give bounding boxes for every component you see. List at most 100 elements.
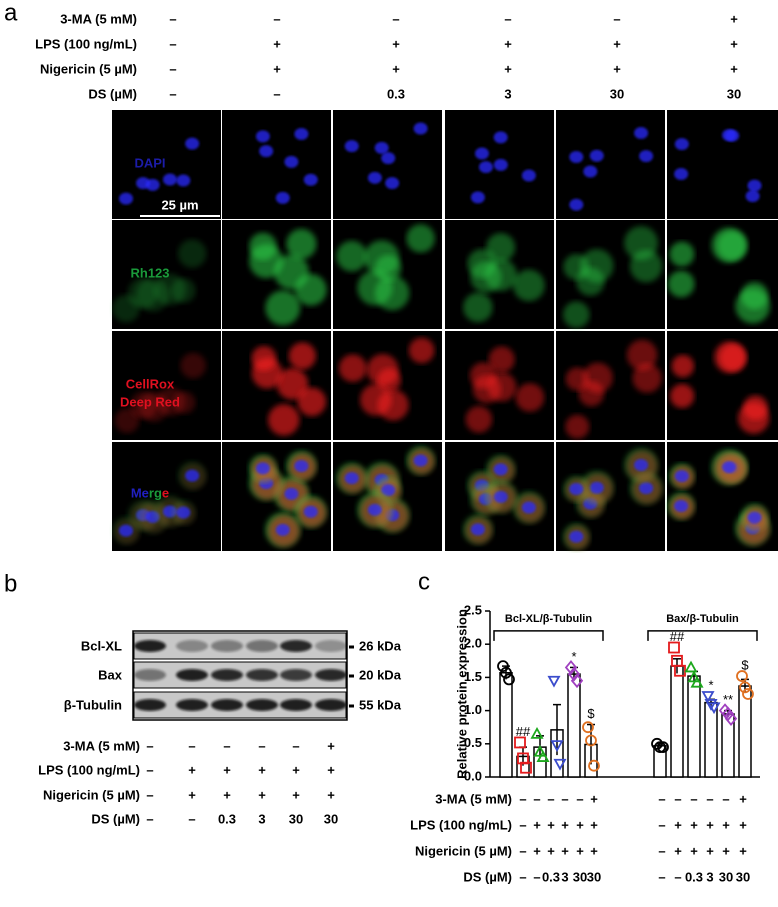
condition-value: +	[590, 791, 598, 806]
band	[315, 699, 347, 711]
channel-label: Deep Red	[120, 394, 180, 409]
micrograph	[222, 110, 331, 219]
nucleus	[634, 126, 649, 139]
condition-value: +	[392, 36, 400, 51]
cell	[711, 227, 747, 263]
nucleus	[162, 173, 177, 186]
data-point	[550, 740, 564, 752]
channel-label: CellRox	[126, 376, 175, 391]
nucleus	[639, 482, 654, 495]
cell	[565, 367, 589, 391]
cell	[268, 404, 300, 436]
condition-label: 3-MA (5 mM)	[435, 791, 512, 806]
condition-value: –	[188, 738, 195, 753]
micrograph	[222, 442, 331, 551]
condition-value: +	[273, 61, 281, 76]
nucleus	[569, 530, 584, 543]
cell	[297, 387, 327, 417]
nucleus	[185, 469, 200, 482]
band	[134, 640, 166, 652]
condition-value: +	[706, 817, 714, 832]
cell	[288, 342, 316, 370]
condition-value: –	[169, 61, 176, 76]
band	[315, 640, 347, 652]
cell	[488, 346, 515, 373]
condition-value: 0.3	[387, 86, 405, 101]
protein-label: Bcl-XL	[81, 638, 122, 653]
cell	[484, 258, 517, 292]
condition-value: –	[169, 11, 176, 26]
data-point	[657, 741, 669, 754]
group-label: Bcl-XL/β-Tubulin	[505, 613, 592, 625]
data-point	[582, 721, 594, 734]
cell	[408, 337, 435, 364]
micrograph	[445, 220, 554, 329]
significance: ##	[670, 629, 685, 644]
condition-value: –	[613, 11, 620, 26]
cell	[670, 383, 695, 409]
nucleus	[119, 524, 134, 537]
nucleus	[367, 171, 382, 184]
data-point	[500, 666, 512, 679]
nucleus	[294, 459, 309, 472]
cell	[180, 352, 206, 379]
micrograph	[333, 110, 442, 219]
condition-value: 30	[587, 869, 601, 884]
significance: *	[708, 677, 713, 692]
channel-label: Rh123	[130, 265, 169, 280]
micrograph	[333, 331, 442, 440]
condition-value: –	[188, 811, 195, 826]
nucleus	[634, 458, 649, 471]
micrograph	[112, 110, 221, 219]
condition-value: –	[674, 869, 681, 884]
group-bracket	[647, 630, 758, 641]
data-point	[684, 660, 698, 673]
data-point	[567, 666, 581, 682]
condition-value: –	[533, 791, 540, 806]
nucleus	[674, 167, 689, 180]
nucleus	[493, 131, 508, 144]
nucleus	[493, 463, 508, 476]
cell	[667, 270, 695, 298]
condition-value: –	[519, 817, 526, 832]
micrograph	[112, 331, 221, 440]
condition-value: +	[223, 787, 231, 802]
data-point	[585, 734, 597, 747]
condition-label: Nigericin (5 µM)	[415, 843, 512, 858]
data-point	[736, 670, 748, 682]
panel-label: a	[4, 0, 18, 26]
cell	[336, 240, 368, 272]
cell	[276, 368, 309, 400]
condition-value: +	[327, 738, 335, 753]
data-point	[690, 675, 704, 688]
condition-value: –	[504, 11, 511, 26]
significance: ##	[516, 724, 531, 739]
condition-label: DS (µM)	[88, 86, 137, 101]
size-label: 26 kDa	[359, 638, 402, 653]
condition-value: –	[146, 762, 153, 777]
condition-value: +	[739, 843, 747, 858]
nucleus	[259, 145, 274, 158]
condition-value: +	[576, 817, 584, 832]
condition-value: +	[590, 843, 598, 858]
condition-value: +	[590, 817, 598, 832]
cell	[465, 406, 493, 433]
condition-value: +	[576, 843, 584, 858]
condition-value: +	[327, 762, 335, 777]
bar	[670, 665, 684, 778]
cell	[671, 354, 695, 378]
cell	[580, 248, 614, 283]
condition-value: 30	[727, 86, 741, 101]
significance: **	[723, 692, 733, 707]
micrograph	[333, 442, 442, 551]
band	[246, 699, 278, 711]
condition-label: DS (µM)	[463, 869, 512, 884]
cell	[743, 395, 768, 420]
band	[211, 669, 243, 681]
data-point	[536, 750, 550, 762]
condition-value: +	[561, 817, 569, 832]
condition-value: –	[658, 817, 665, 832]
condition-value: +	[613, 61, 621, 76]
condition-value: +	[188, 787, 196, 802]
